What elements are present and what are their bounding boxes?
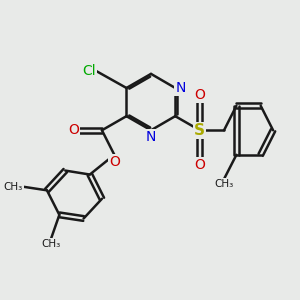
Text: CH₃: CH₃	[3, 182, 23, 192]
Text: Cl: Cl	[83, 64, 96, 78]
Text: O: O	[109, 155, 120, 169]
Text: O: O	[194, 88, 205, 102]
Text: CH₃: CH₃	[41, 239, 61, 249]
Text: O: O	[194, 158, 205, 172]
Text: O: O	[68, 123, 80, 137]
Text: N: N	[175, 81, 186, 95]
Text: S: S	[194, 123, 205, 138]
Text: N: N	[146, 130, 156, 144]
Text: CH₃: CH₃	[214, 179, 234, 189]
